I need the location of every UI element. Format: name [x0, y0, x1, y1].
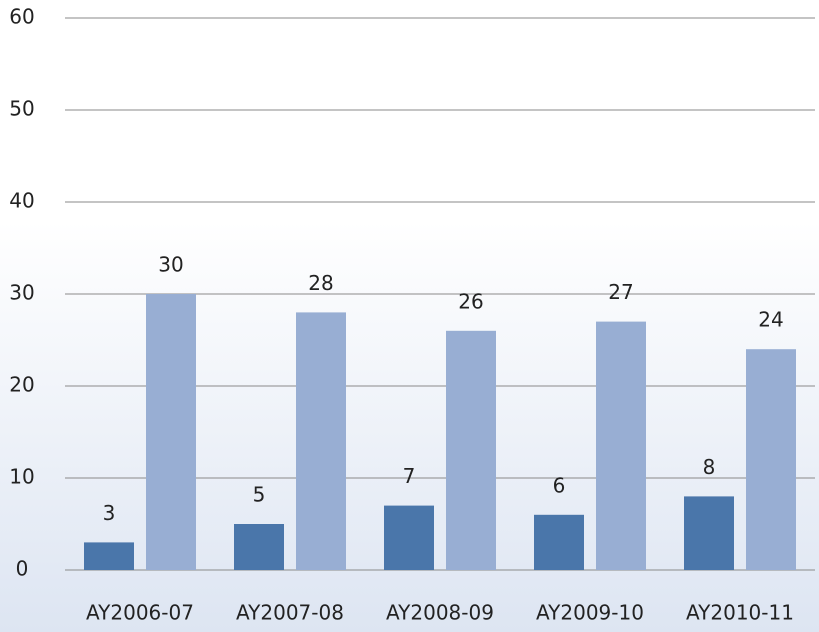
bar [446, 330, 496, 570]
data-label: 27 [608, 280, 633, 304]
bar [596, 321, 646, 570]
y-tick-label: 0 [16, 557, 29, 581]
bar [146, 294, 196, 570]
bar [296, 312, 346, 570]
data-label: 6 [553, 473, 566, 497]
x-tick-label: AY2009-10 [536, 601, 644, 625]
bar [534, 514, 584, 570]
data-label: 3 [103, 501, 116, 525]
y-tick-label: 50 [9, 97, 34, 121]
x-tick-label: AY2008-09 [386, 601, 494, 625]
x-tick-label: AY2006-07 [86, 601, 194, 625]
data-label: 5 [253, 483, 266, 507]
bar [384, 505, 434, 570]
y-tick-label: 40 [9, 189, 34, 213]
bar [746, 349, 796, 570]
data-label: 8 [703, 455, 716, 479]
data-label: 24 [758, 308, 783, 332]
data-label: 30 [158, 253, 183, 277]
y-tick-label: 10 [9, 465, 34, 489]
y-tick-label: 20 [9, 373, 34, 397]
data-label: 7 [403, 464, 416, 488]
bar [684, 496, 734, 570]
x-tick-label: AY2010-11 [686, 601, 794, 625]
bar [84, 542, 134, 570]
bar [234, 524, 284, 570]
y-tick-label: 30 [9, 281, 34, 305]
y-tick-label: 60 [9, 5, 34, 29]
x-tick-label: AY2007-08 [236, 601, 344, 625]
data-label: 28 [308, 271, 333, 295]
data-label: 26 [458, 289, 483, 313]
